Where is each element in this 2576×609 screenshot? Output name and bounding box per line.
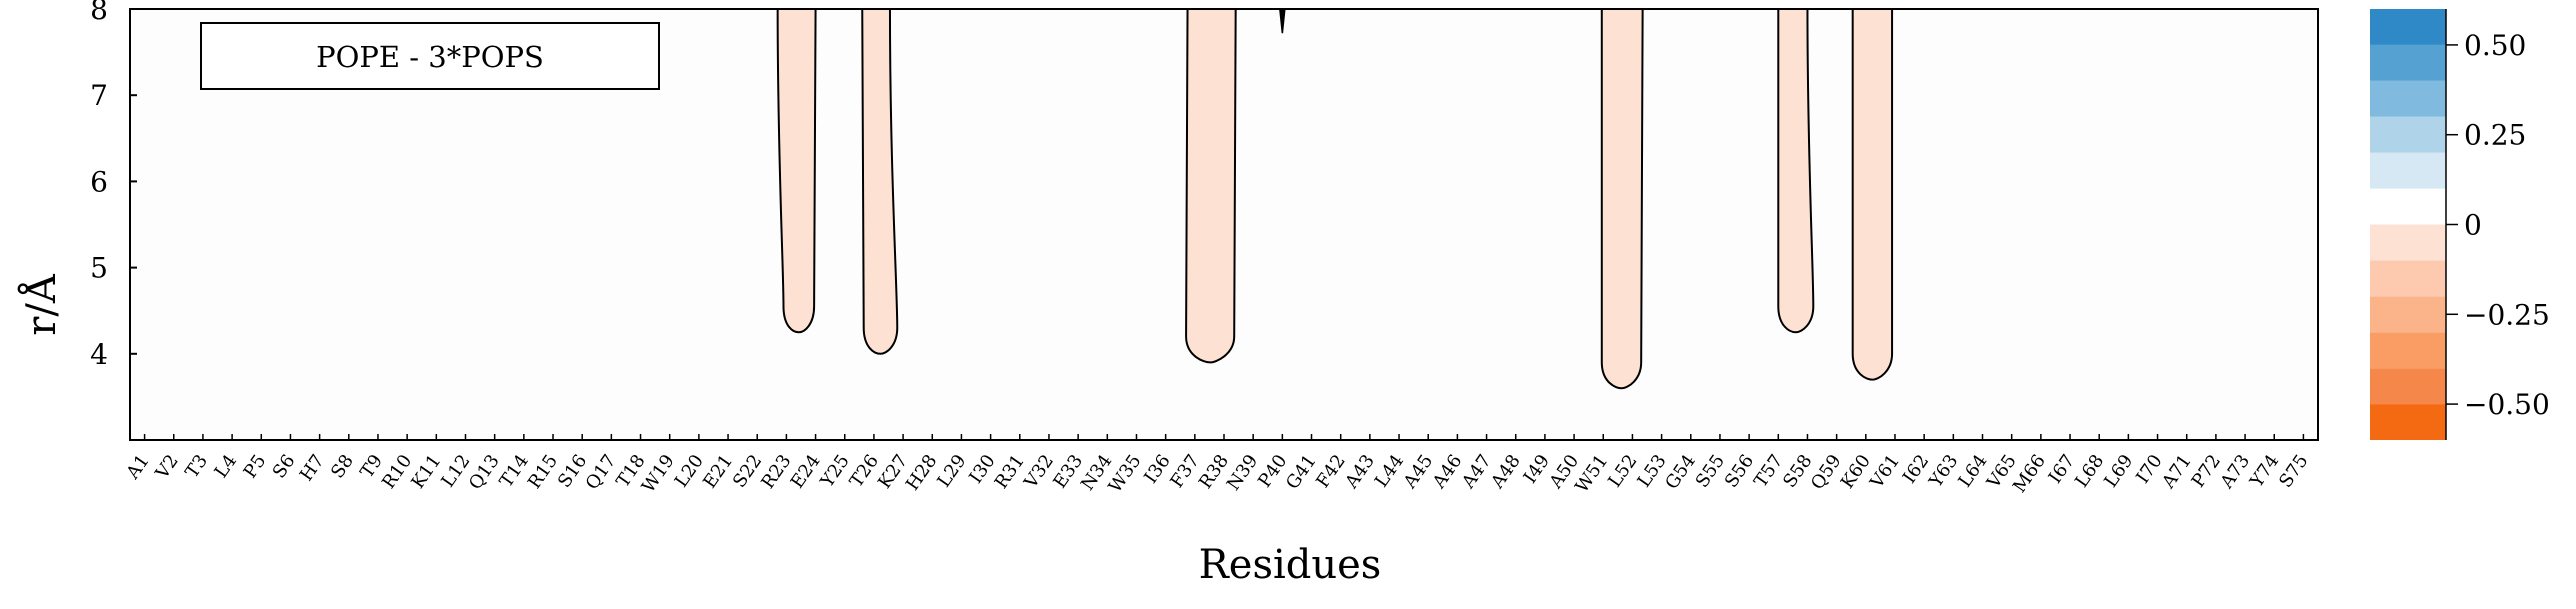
depletion-region-3 bbox=[1185, 8, 1237, 364]
x-tick-label-L20: L20 bbox=[671, 451, 708, 492]
colorbar-tick-label-2: 0 bbox=[2464, 209, 2482, 242]
x-tick-label-K60: K60 bbox=[1837, 451, 1875, 493]
colorbar: 0.50 0.25 0 −0.25 −0.50 bbox=[2370, 9, 2550, 440]
x-tick-label-H28: H28 bbox=[902, 451, 941, 495]
x-tick-label-L68: L68 bbox=[2071, 451, 2108, 492]
x-tick-label-A47: A47 bbox=[1457, 451, 1495, 493]
x-tick-label-Q17: Q17 bbox=[582, 451, 621, 494]
x-tick-label-Y25: Y25 bbox=[816, 451, 854, 492]
x-tick-label-L52: L52 bbox=[1604, 451, 1641, 492]
x-tick-label-A46: A46 bbox=[1428, 451, 1466, 493]
x-tick-label-L69: L69 bbox=[2100, 451, 2137, 492]
y-tick-label-8: 8 bbox=[90, 0, 108, 26]
x-tick-label-A48: A48 bbox=[1486, 451, 1524, 493]
x-tick-label-W19: W19 bbox=[638, 451, 679, 497]
x-tick-label-Y74: Y74 bbox=[2246, 451, 2284, 492]
x-tick-label-E21: E21 bbox=[699, 451, 737, 493]
legend-box: POPE - 3*POPS bbox=[200, 22, 660, 90]
x-tick-label-A43: A43 bbox=[1341, 451, 1379, 493]
x-tick-label-S6: S6 bbox=[269, 451, 300, 483]
x-tick-label-Q59: Q59 bbox=[1807, 451, 1846, 494]
colorbar-band-10 bbox=[2370, 80, 2446, 117]
colorbar-band-3 bbox=[2370, 332, 2446, 369]
x-tick-label-K11: K11 bbox=[407, 451, 445, 493]
depletion-region-6 bbox=[1851, 8, 1894, 381]
colorbar-band-8 bbox=[2370, 152, 2446, 189]
x-tick-label-L29: L29 bbox=[933, 451, 970, 492]
colorbar-band-5 bbox=[2370, 260, 2446, 297]
x-tick-label-R15: R15 bbox=[524, 451, 562, 493]
colorbar-tick-label-1: 0.25 bbox=[2464, 119, 2526, 152]
depletion-region-5 bbox=[1777, 8, 1815, 334]
x-tick-label-T3: T3 bbox=[181, 451, 212, 482]
x-tick-label-W51: W51 bbox=[1571, 451, 1612, 497]
x-tick-label-R31: R31 bbox=[991, 451, 1029, 493]
colorbar-band-6 bbox=[2370, 224, 2446, 261]
colorbar-band-4 bbox=[2370, 296, 2446, 333]
x-tick-label-S56: S56 bbox=[1721, 451, 1758, 492]
x-tick-label-P72: P72 bbox=[2188, 451, 2225, 492]
x-tick-label-T26: T26 bbox=[846, 451, 883, 492]
colorbar-tick-label-4: −0.50 bbox=[2464, 388, 2550, 421]
colorbar-band-11 bbox=[2370, 44, 2446, 81]
x-tick-label-A71: A71 bbox=[2157, 451, 2195, 493]
x-tick-label-Y63: Y63 bbox=[1925, 451, 1963, 492]
x-tick-label-G41: G41 bbox=[1282, 451, 1321, 494]
x-tick-label-N39: N39 bbox=[1223, 451, 1262, 495]
x-tick-label-R10: R10 bbox=[378, 451, 416, 493]
x-tick-label-V2: V2 bbox=[151, 451, 183, 484]
colorbar-band-9 bbox=[2370, 116, 2446, 153]
depletion-regions bbox=[776, 8, 1894, 390]
y-tick-label-7: 7 bbox=[90, 79, 108, 112]
x-tick-label-T57: T57 bbox=[1750, 451, 1787, 492]
depletion-region-2 bbox=[861, 8, 899, 355]
x-tick-label-F37: F37 bbox=[1166, 451, 1204, 492]
x-tick-label-A73: A73 bbox=[2216, 451, 2254, 493]
depletion-region-1 bbox=[776, 8, 817, 334]
x-tick-label-A1: A1 bbox=[122, 451, 154, 484]
colorbar-band-7 bbox=[2370, 188, 2446, 225]
x-tick-label-H7: H7 bbox=[296, 451, 329, 485]
x-tick-label-L44: L44 bbox=[1371, 451, 1408, 492]
x-tick-label-P40: P40 bbox=[1254, 451, 1291, 492]
x-tick-label-R23: R23 bbox=[757, 451, 795, 493]
y-tick-label-4: 4 bbox=[90, 338, 108, 371]
x-tick-label-L53: L53 bbox=[1633, 451, 1670, 492]
y-tick-label-5: 5 bbox=[90, 252, 108, 285]
x-tick-label-S22: S22 bbox=[729, 451, 766, 492]
x-tick-label-M66: M66 bbox=[2009, 451, 2050, 497]
x-tick-label-S55: S55 bbox=[1692, 451, 1729, 492]
x-tick-label-T14: T14 bbox=[496, 451, 533, 492]
x-axis-ticks: A1V2T3L4P5S6H7S8T9R10K11L12Q13T14R15S16Q… bbox=[122, 434, 2313, 497]
colorbar-tick-label-3: −0.25 bbox=[2464, 298, 2550, 331]
colorbar-band-2 bbox=[2370, 368, 2446, 405]
x-tick-label-L64: L64 bbox=[1954, 451, 1991, 492]
y-tick-label-6: 6 bbox=[90, 165, 108, 198]
colorbar-tick-label-0: 0.50 bbox=[2464, 29, 2526, 62]
x-tick-label-V61: V61 bbox=[1866, 451, 1904, 493]
x-tick-label-E24: E24 bbox=[787, 451, 825, 493]
y-axis-ticks: 4 5 6 7 8 bbox=[90, 0, 137, 371]
x-tick-label-V32: V32 bbox=[1020, 451, 1058, 493]
colorbar-band-1 bbox=[2370, 404, 2446, 440]
x-tick-label-G54: G54 bbox=[1661, 451, 1700, 494]
y-axis-title: r/Å bbox=[18, 273, 65, 336]
x-tick-label-Q13: Q13 bbox=[465, 451, 504, 494]
depletion-region-4 bbox=[1600, 8, 1644, 390]
colorbar-band-12 bbox=[2370, 9, 2446, 45]
x-tick-label-L4: L4 bbox=[211, 451, 242, 482]
legend-label: POPE - 3*POPS bbox=[316, 40, 544, 74]
x-tick-label-S75: S75 bbox=[2275, 451, 2312, 492]
x-tick-label-W35: W35 bbox=[1105, 451, 1146, 497]
x-tick-label-S8: S8 bbox=[327, 451, 358, 483]
x-tick-label-F42: F42 bbox=[1312, 451, 1350, 492]
x-tick-label-A45: A45 bbox=[1399, 451, 1437, 493]
x-tick-label-P5: P5 bbox=[240, 451, 271, 482]
x-axis-title: Residues bbox=[1199, 542, 1382, 588]
